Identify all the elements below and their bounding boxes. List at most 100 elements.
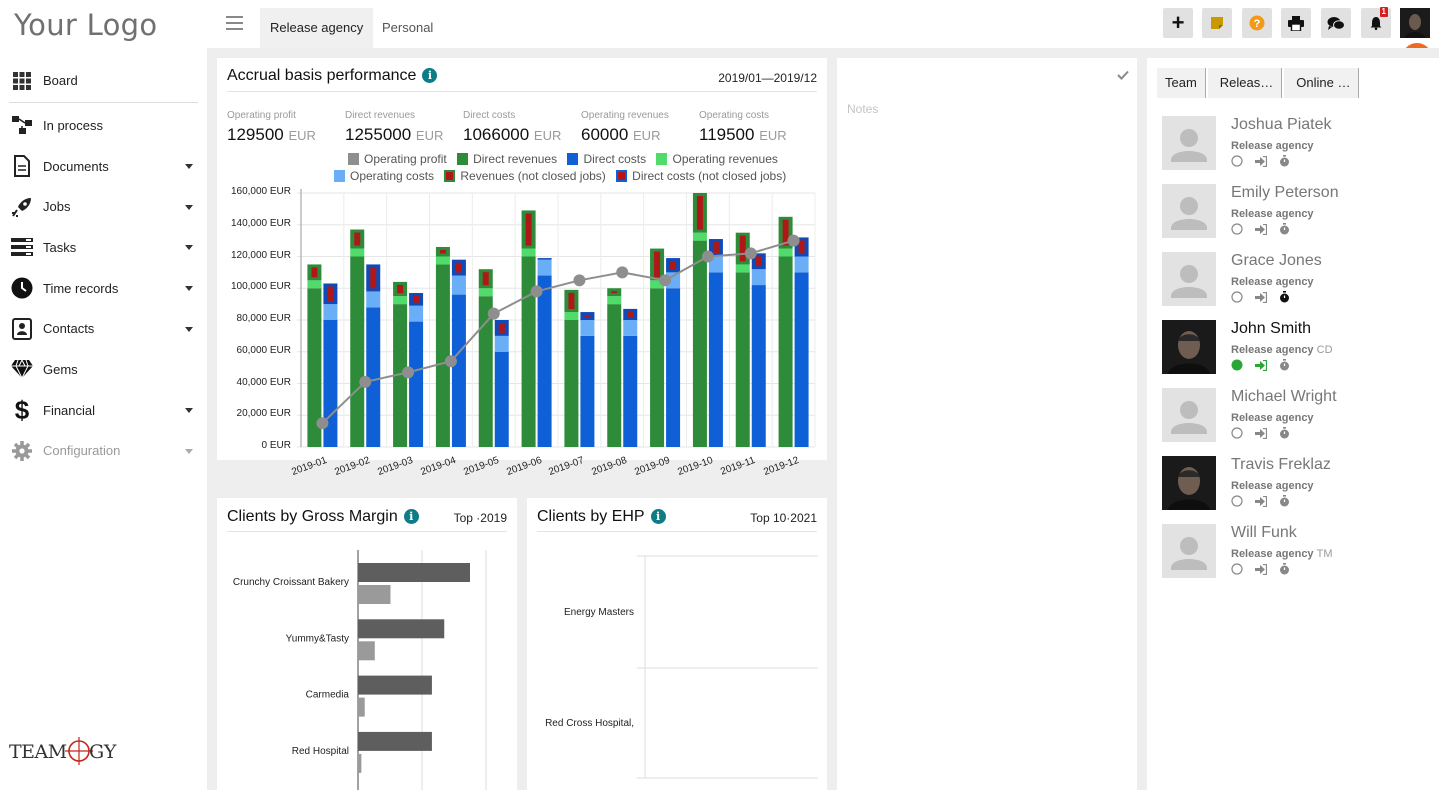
stopwatch-icon[interactable]: [1279, 155, 1290, 167]
member-name[interactable]: Will Funk: [1231, 524, 1297, 541]
cost-not-closed-bar[interactable]: [323, 283, 338, 305]
revenue-bar-segment[interactable]: [435, 264, 450, 447]
cost-bar-segment[interactable]: [451, 275, 466, 295]
breadcrumb-item[interactable]: Releas…: [1207, 68, 1283, 98]
revenue-not-closed-bar[interactable]: [521, 210, 536, 249]
presence-status-icon[interactable]: [1231, 359, 1243, 371]
revenue-bar-segment[interactable]: [692, 240, 707, 447]
legend-item[interactable]: Operating profit: [348, 152, 447, 166]
sticky-notes-button[interactable]: [1202, 8, 1232, 38]
cost-bar-segment[interactable]: [666, 288, 681, 447]
checkmark-icon[interactable]: [1117, 70, 1129, 80]
sidebar-item-in-process[interactable]: In process: [0, 105, 207, 146]
revenue-bar-segment[interactable]: [307, 280, 322, 289]
sign-in-icon[interactable]: [1255, 291, 1267, 303]
cost-bar-segment[interactable]: [366, 291, 381, 308]
stopwatch-icon[interactable]: [1279, 291, 1290, 303]
tab-release-agency[interactable]: Release agency: [260, 8, 374, 48]
legend-item[interactable]: Revenues (not closed jobs): [444, 169, 606, 183]
revenue-bar-segment[interactable]: [564, 320, 579, 447]
chevron-down-icon[interactable]: [185, 448, 193, 454]
revenue-bar-segment[interactable]: [435, 256, 450, 265]
member-name[interactable]: Travis Freklaz: [1231, 456, 1331, 473]
operating-profit-point[interactable]: [701, 250, 714, 263]
revenue-bar-segment[interactable]: [350, 256, 365, 448]
revenue-bar-segment[interactable]: [650, 288, 665, 447]
revenue-bar-segment[interactable]: [735, 264, 750, 273]
cost-bar-segment[interactable]: [323, 304, 338, 320]
cost-not-closed-bar[interactable]: [666, 258, 681, 273]
revenue-bar-segment[interactable]: [650, 280, 665, 289]
member-name[interactable]: Emily Peterson: [1231, 184, 1339, 201]
presence-status-icon[interactable]: [1231, 223, 1243, 235]
cost-not-closed-bar[interactable]: [537, 258, 552, 260]
sign-in-icon[interactable]: [1255, 155, 1267, 167]
cost-bar-segment[interactable]: [708, 272, 723, 447]
cost-bar-segment[interactable]: [708, 256, 723, 273]
cost-bar-segment[interactable]: [794, 272, 809, 447]
legend-item[interactable]: Operating costs: [334, 169, 434, 183]
revenue-bar-segment[interactable]: [521, 256, 536, 448]
team-member-card[interactable]: Travis Freklaz Release agency: [1162, 456, 1422, 512]
gross-margin-bar[interactable]: [358, 563, 470, 582]
stopwatch-icon[interactable]: [1279, 563, 1290, 575]
sign-in-icon[interactable]: [1255, 563, 1267, 575]
operating-profit-point[interactable]: [744, 247, 757, 260]
sidebar-item-gems[interactable]: Gems: [0, 349, 207, 390]
team-member-card[interactable]: Emily Peterson Release agency: [1162, 184, 1422, 240]
revenue-bar-segment[interactable]: [778, 256, 793, 448]
cost-bar-segment[interactable]: [794, 256, 809, 273]
operating-profit-point[interactable]: [316, 417, 329, 430]
operating-profit-point[interactable]: [487, 307, 500, 320]
operating-profit-point[interactable]: [444, 355, 457, 368]
cost-bar-segment[interactable]: [623, 320, 638, 336]
date-range[interactable]: 2019/01—2019/12: [718, 71, 817, 85]
team-member-card[interactable]: Joshua Piatek Release agency: [1162, 116, 1422, 172]
sign-in-icon[interactable]: [1255, 223, 1267, 235]
operating-profit-point[interactable]: [359, 375, 372, 388]
cost-bar-segment[interactable]: [494, 351, 509, 447]
stopwatch-icon[interactable]: [1279, 223, 1290, 235]
notifications-button[interactable]: 1: [1361, 7, 1391, 38]
info-icon[interactable]: i: [650, 509, 666, 524]
member-name[interactable]: Grace Jones: [1231, 252, 1322, 269]
cost-bar-segment[interactable]: [494, 335, 509, 352]
revenue-bar-segment[interactable]: [393, 304, 408, 447]
presence-status-icon[interactable]: [1231, 291, 1243, 303]
cost-bar-segment[interactable]: [580, 320, 595, 336]
cost-bar-segment[interactable]: [666, 272, 681, 289]
revenue-not-closed-bar[interactable]: [692, 193, 707, 233]
sign-in-icon[interactable]: [1255, 495, 1267, 507]
revenue-not-closed-bar[interactable]: [307, 264, 322, 281]
stopwatch-icon[interactable]: [1279, 495, 1290, 507]
cost-not-closed-bar[interactable]: [623, 308, 638, 320]
operating-profit-point[interactable]: [616, 266, 629, 279]
help-button[interactable]: ?: [1242, 8, 1272, 38]
info-icon[interactable]: i: [403, 509, 419, 524]
revenue-bar-segment[interactable]: [478, 296, 493, 447]
sidebar-item-time-records[interactable]: Time records: [0, 268, 207, 309]
revenue-bar-segment[interactable]: [778, 248, 793, 257]
stopwatch-icon[interactable]: [1279, 427, 1290, 439]
sidebar-item-jobs[interactable]: Jobs: [0, 186, 207, 227]
cost-not-closed-bar[interactable]: [708, 239, 723, 257]
chevron-down-icon[interactable]: [185, 204, 193, 210]
presence-status-icon[interactable]: [1231, 563, 1243, 575]
stopwatch-icon[interactable]: [1279, 359, 1290, 371]
presence-status-icon[interactable]: [1231, 495, 1243, 507]
legend-item[interactable]: Operating revenues: [656, 152, 778, 166]
cost-bar-segment[interactable]: [537, 275, 552, 447]
revenue-not-closed-bar[interactable]: [393, 281, 408, 297]
cost-not-closed-bar[interactable]: [794, 237, 809, 257]
cost-bar-segment[interactable]: [751, 269, 766, 286]
team-member-card[interactable]: Grace Jones Release agency: [1162, 252, 1422, 308]
hamburger-menu-icon[interactable]: [226, 16, 243, 30]
revenue-bar-segment[interactable]: [307, 288, 322, 447]
cost-bar-segment[interactable]: [409, 305, 424, 322]
cost-bar-segment[interactable]: [537, 259, 552, 276]
team-member-card[interactable]: John Smith Release agency CD: [1162, 320, 1422, 376]
presence-status-icon[interactable]: [1231, 427, 1243, 439]
revenue-not-closed-bar[interactable]: [607, 288, 622, 297]
revenue-bar-segment[interactable]: [393, 296, 408, 305]
info-icon[interactable]: i: [422, 68, 438, 83]
